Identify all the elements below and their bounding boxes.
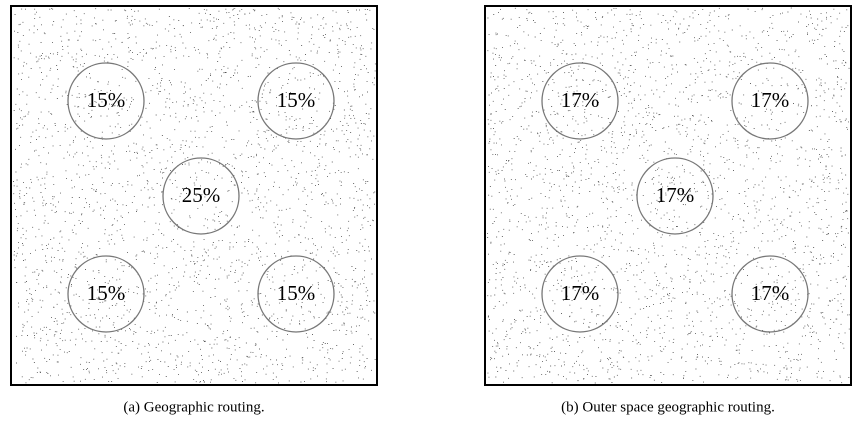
region-label: 15% xyxy=(87,88,126,112)
panel: 15% 15% 25% 15% 15% (a) Geographic routing. xyxy=(10,5,378,415)
panel-frame xyxy=(484,5,852,386)
region-circle xyxy=(257,62,335,140)
region-label: 17% xyxy=(561,88,600,112)
region-circle xyxy=(731,62,809,140)
region-circle xyxy=(67,62,145,140)
noise-dots xyxy=(487,7,850,384)
region-circle xyxy=(731,255,809,333)
region-circle xyxy=(541,255,619,333)
caption: (b) Outer space geographic routing. xyxy=(561,399,775,415)
noise-dots xyxy=(13,7,376,384)
region-circle xyxy=(162,157,240,235)
region-circle xyxy=(257,255,335,333)
region-label: 15% xyxy=(87,281,126,305)
region-circle xyxy=(636,157,714,235)
panel: 17% 17% 17% 17% 17% (b) Outer space geographi… xyxy=(484,5,852,415)
caption: (a) Geographic routing. xyxy=(123,399,264,415)
region-label: 15% xyxy=(277,281,316,305)
panel-frame xyxy=(10,5,378,386)
region-circle xyxy=(67,255,145,333)
region-label: 17% xyxy=(751,88,790,112)
region-label: 25% xyxy=(182,183,221,207)
region-label: 17% xyxy=(656,183,695,207)
region-label: 17% xyxy=(561,281,600,305)
region-label: 17% xyxy=(751,281,790,305)
region-circle xyxy=(541,62,619,140)
region-label: 15% xyxy=(277,88,316,112)
